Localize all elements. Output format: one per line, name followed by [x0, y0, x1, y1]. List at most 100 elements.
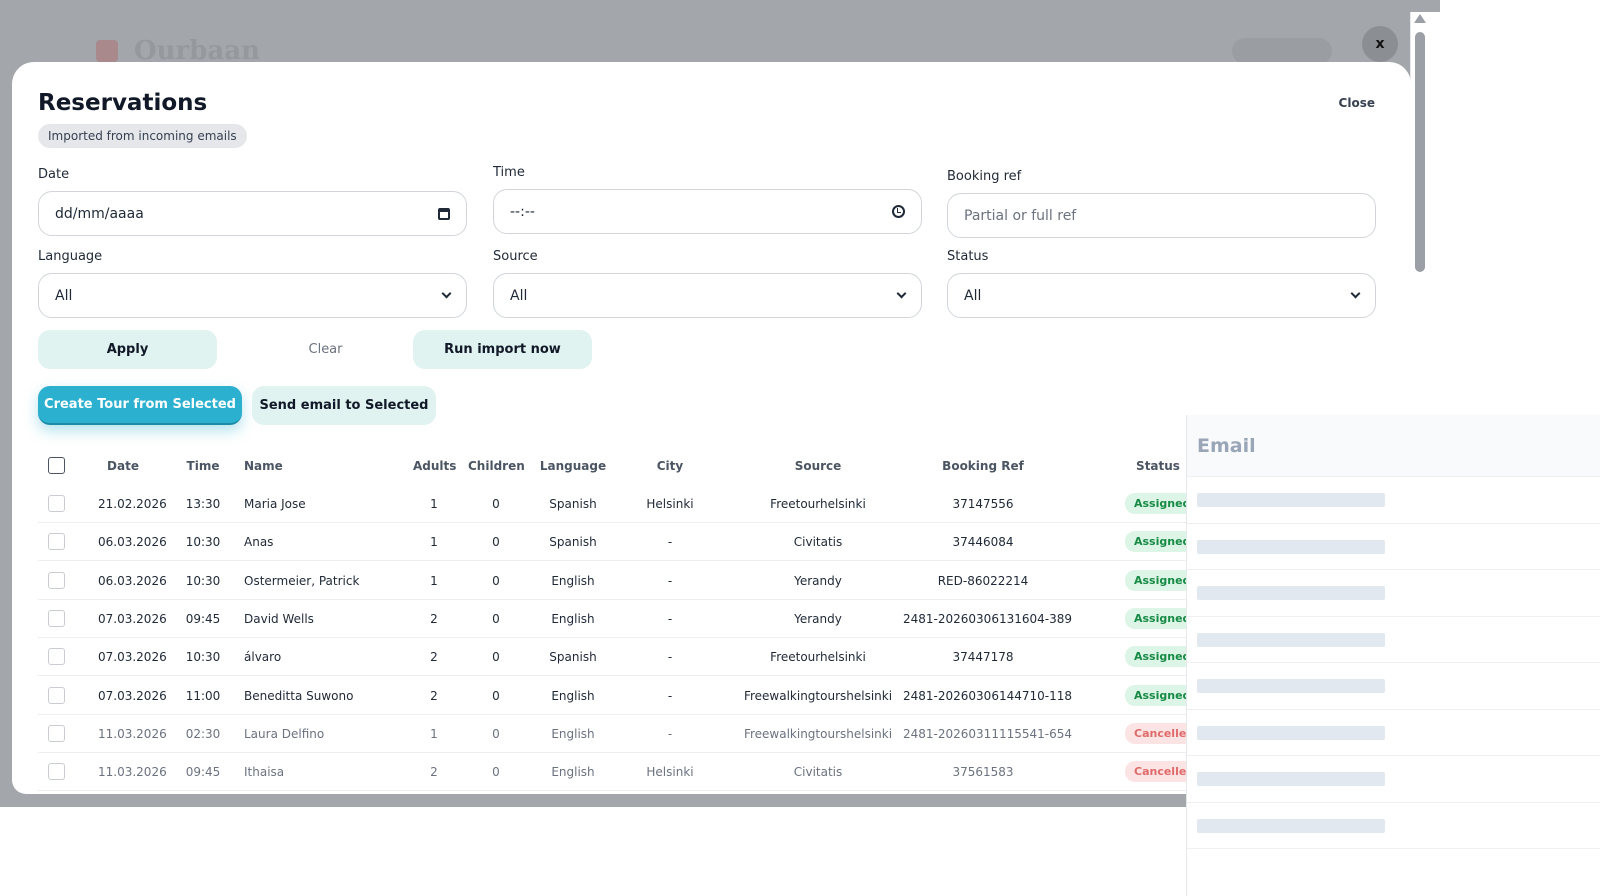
source-select[interactable]: All — [493, 273, 922, 318]
table-row[interactable]: 07.03.2026 11:00 Beneditta Suwono 2 0 English… — [38, 677, 1213, 715]
table-row[interactable]: 11.03.2026 02:30 Laura Delfino 1 0 English - Fr… — [38, 715, 1213, 753]
table-row[interactable]: 21.02.2026 13:30 Maria Jose 1 0 Spanish Helsin… — [38, 485, 1213, 523]
cell-date: 21.02.2026 — [98, 497, 167, 511]
table-header: Date Time Name Adults Children Language … — [38, 447, 1213, 485]
booking-ref-placeholder: Partial or full ref — [964, 207, 1077, 224]
cell-city: - — [667, 535, 673, 550]
row-checkbox[interactable] — [48, 763, 65, 781]
language-select-value: All — [55, 287, 73, 304]
cell-children: 0 — [492, 650, 500, 665]
table-row[interactable]: 11.03.2026 09:45 Ithaisa 2 0 English Helsinki C… — [38, 753, 1213, 792]
cell-children: 0 — [492, 688, 500, 703]
close-x-button[interactable]: x — [1362, 26, 1398, 62]
time-input-value: --:-- — [510, 203, 535, 220]
source-label: Source — [493, 249, 538, 264]
row-checkbox[interactable] — [48, 686, 65, 704]
email-skeleton-row — [1187, 663, 1600, 710]
cell-language: Spanish — [549, 535, 597, 550]
create-tour-button[interactable]: Create Tour from Selected — [38, 386, 242, 425]
cell-language: English — [551, 688, 595, 703]
cell-booking-ref: RED-86022214 — [937, 573, 1029, 588]
apply-button[interactable]: Apply — [38, 330, 217, 369]
cell-source: Civitatis — [793, 535, 843, 550]
cell-date: 06.03.2026 — [98, 573, 167, 588]
cell-booking-ref: 2481-20260306131604-389 — [903, 611, 1072, 626]
table-row[interactable]: 06.03.2026 10:30 Anas 1 0 Spanish - Civitatis 37… — [38, 523, 1213, 562]
email-skeleton-row — [1187, 524, 1600, 570]
cell-adults: 1 — [430, 573, 438, 588]
cell-city: - — [667, 726, 673, 741]
loading-placeholder-bar — [1197, 725, 1385, 740]
cell-adults: 1 — [430, 497, 438, 511]
table-row[interactable]: 06.03.2026 10:30 Ostermeier, Patrick 1 0 Engl… — [38, 562, 1213, 600]
header-children: Children — [468, 459, 525, 473]
date-label: Date — [38, 167, 70, 182]
status-badge: Cancelled — [1125, 761, 1204, 783]
cell-city: - — [667, 611, 673, 626]
language-select[interactable]: All — [38, 273, 467, 318]
table-row[interactable]: 07.03.2026 10:30 álvaro 2 0 Spanish - Freetourh… — [38, 638, 1213, 677]
cell-date: 11.03.2026 — [98, 765, 167, 780]
cell-time: 09:45 — [185, 765, 221, 780]
cell-name: Laura Delfino — [244, 726, 325, 741]
status-select[interactable]: All — [947, 273, 1376, 318]
clock-icon[interactable] — [892, 205, 905, 218]
cell-booking-ref: 37147556 — [952, 497, 1014, 511]
header-booking-ref: Booking Ref — [942, 459, 1024, 473]
email-skeleton-row — [1187, 477, 1600, 524]
cell-booking-ref: 37447178 — [952, 650, 1014, 665]
cell-source: Yerandy — [794, 573, 842, 588]
cell-city: - — [667, 650, 673, 665]
scroll-up-arrow-icon[interactable] — [1414, 14, 1426, 23]
cell-children: 0 — [492, 726, 500, 741]
select-all-checkbox[interactable] — [48, 457, 65, 474]
row-checkbox[interactable] — [48, 533, 65, 551]
cell-date: 06.03.2026 — [98, 535, 167, 550]
loading-placeholder-bar — [1197, 632, 1385, 647]
loading-placeholder-bar — [1197, 539, 1385, 554]
status-select-value: All — [964, 287, 982, 304]
close-button[interactable]: Close — [1338, 96, 1375, 110]
row-checkbox[interactable] — [48, 648, 65, 666]
cell-city: - — [667, 573, 673, 588]
source-select-value: All — [510, 287, 528, 304]
status-badge: Assigned — [1125, 607, 1200, 629]
cell-booking-ref: 37446084 — [952, 535, 1014, 550]
email-skeleton-row — [1187, 570, 1600, 617]
cell-children: 0 — [492, 611, 500, 626]
run-import-button[interactable]: Run import now — [413, 330, 592, 369]
cell-name: David Wells — [244, 611, 314, 626]
table-row[interactable]: 07.03.2026 09:45 David Wells 2 0 English - Yera… — [38, 600, 1213, 638]
cell-adults: 2 — [430, 688, 438, 703]
send-email-button[interactable]: Send email to Selected — [252, 386, 436, 425]
header-name: Name — [244, 459, 283, 473]
email-skeleton-row — [1187, 756, 1600, 803]
cell-time: 10:30 — [185, 535, 221, 550]
cell-name: Ostermeier, Patrick — [244, 573, 360, 588]
row-checkbox[interactable] — [48, 724, 65, 742]
date-input[interactable]: dd/mm/aaaa — [38, 191, 467, 236]
time-input[interactable]: --:-- — [493, 189, 922, 234]
loading-placeholder-bar — [1197, 818, 1385, 833]
cell-date: 11.03.2026 — [98, 726, 167, 741]
row-checkbox[interactable] — [48, 571, 65, 589]
chevron-down-icon — [896, 288, 907, 299]
cell-language: English — [551, 726, 595, 741]
cell-children: 0 — [492, 765, 500, 780]
row-checkbox[interactable] — [48, 609, 65, 627]
calendar-icon[interactable] — [438, 207, 450, 220]
loading-placeholder-bar — [1197, 772, 1385, 786]
row-checkbox[interactable] — [48, 495, 65, 512]
cell-time: 10:30 — [185, 650, 221, 665]
status-badge: Assigned — [1125, 531, 1200, 553]
cell-source: Freetourhelsinki — [770, 497, 866, 511]
loading-placeholder-bar — [1197, 586, 1385, 600]
scrollbar-thumb[interactable] — [1415, 32, 1425, 272]
clear-button[interactable]: Clear — [308, 342, 343, 357]
cell-language: English — [551, 611, 595, 626]
cell-name: Anas — [244, 535, 274, 550]
date-input-value: dd/mm/aaaa — [55, 205, 144, 222]
header-adults: Adults — [413, 459, 457, 473]
booking-ref-input[interactable]: Partial or full ref — [947, 193, 1376, 238]
cell-adults: 1 — [430, 726, 438, 741]
